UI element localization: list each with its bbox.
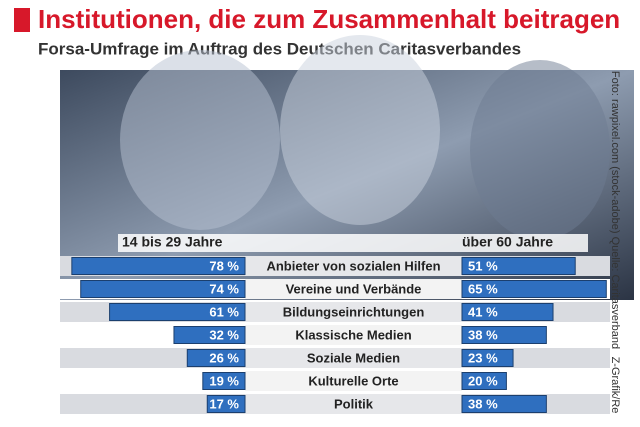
bar bbox=[202, 372, 246, 390]
bar bbox=[186, 349, 246, 367]
bar bbox=[173, 326, 246, 344]
legend-label: 14 bis 29 Jahre bbox=[122, 234, 223, 250]
chart-title: Institutionen, die zum Zusammenhalt beit… bbox=[38, 4, 620, 34]
bar bbox=[461, 303, 554, 321]
value-label: 26 % bbox=[209, 350, 239, 365]
center-band bbox=[245, 348, 462, 368]
category-label: Klassische Medien bbox=[295, 327, 411, 342]
category-label: Anbieter von sozialen Hilfen bbox=[266, 258, 440, 273]
value-label: 32 % bbox=[209, 327, 239, 342]
value-label: 74 % bbox=[209, 281, 239, 296]
bar bbox=[109, 303, 246, 321]
center-band bbox=[245, 256, 462, 276]
bar bbox=[461, 280, 607, 298]
bar bbox=[461, 326, 547, 344]
value-label: 51 % bbox=[468, 258, 498, 273]
value-label: 23 % bbox=[468, 350, 498, 365]
source: Z-Grafik/Re bbox=[609, 357, 621, 414]
category-label: Kulturelle Orte bbox=[308, 373, 398, 388]
bar bbox=[80, 280, 246, 298]
center-band bbox=[245, 371, 462, 391]
category-label: Vereine und Verbände bbox=[286, 281, 422, 296]
value-label: 41 % bbox=[468, 304, 498, 319]
center-band bbox=[245, 302, 462, 322]
photo-figure bbox=[470, 60, 610, 240]
value-label: 65 % bbox=[468, 281, 498, 296]
category-label: Politik bbox=[334, 396, 374, 411]
title-marker bbox=[14, 8, 30, 32]
chart-subtitle: Forsa-Umfrage im Auftrag des Deutschen C… bbox=[38, 39, 521, 58]
bar bbox=[206, 395, 246, 413]
value-label: 20 % bbox=[468, 373, 498, 388]
value-label: 38 % bbox=[468, 327, 498, 342]
value-label: 78 % bbox=[209, 258, 239, 273]
bar bbox=[461, 395, 547, 413]
legend-label: über 60 Jahre bbox=[462, 234, 553, 250]
value-label: 38 % bbox=[468, 396, 498, 411]
photo-figure bbox=[120, 50, 280, 230]
category-label: Bildungseinrichtungen bbox=[283, 304, 425, 319]
category-label: Soziale Medien bbox=[307, 350, 400, 365]
center-band bbox=[245, 394, 462, 414]
value-label: 19 % bbox=[209, 373, 239, 388]
header-band bbox=[118, 234, 588, 252]
photo-figure bbox=[280, 35, 440, 225]
center-band bbox=[245, 325, 462, 345]
value-label: 61 % bbox=[209, 304, 239, 319]
plot: 14 bis 29 Jahre über 60 Jahre 78 % 51 % Anbi… bbox=[60, 234, 610, 414]
bar bbox=[461, 372, 507, 390]
bar bbox=[71, 257, 246, 275]
value-label: 17 % bbox=[209, 396, 239, 411]
center-band bbox=[245, 279, 462, 299]
bar bbox=[461, 349, 514, 367]
bar bbox=[461, 257, 576, 275]
credit: Foto: rawpixel.com (stock-adobe) Quelle:… bbox=[609, 71, 621, 349]
